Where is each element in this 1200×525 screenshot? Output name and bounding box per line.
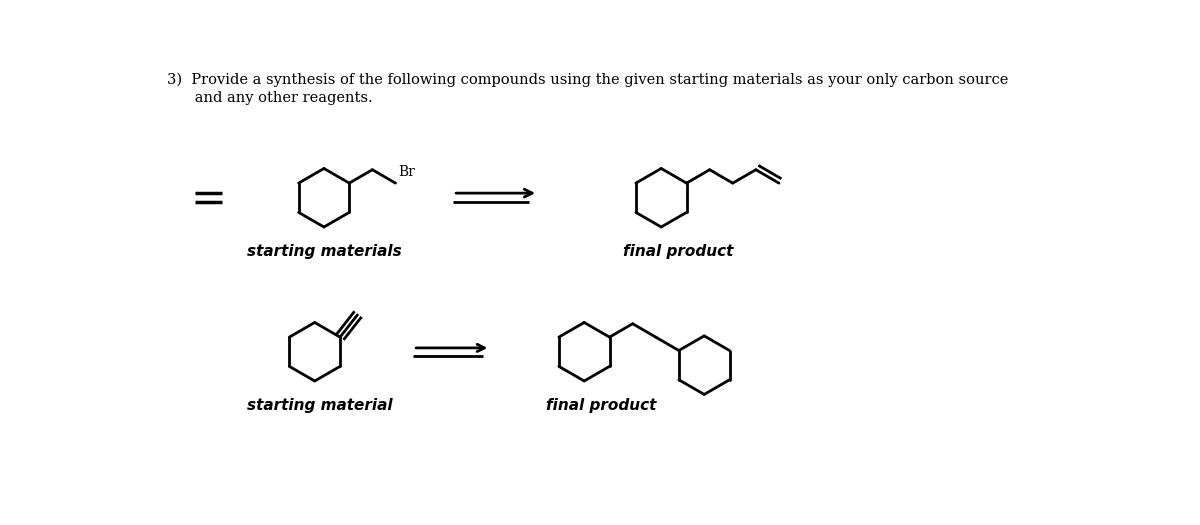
Text: final product: final product: [546, 398, 656, 413]
Text: starting materials: starting materials: [247, 244, 402, 259]
Text: starting material: starting material: [247, 398, 392, 413]
Text: Br: Br: [398, 164, 415, 178]
Text: final product: final product: [623, 244, 733, 259]
Text: and any other reagents.: and any other reagents.: [167, 91, 372, 106]
Text: 3)  Provide a synthesis of the following compounds using the given starting mate: 3) Provide a synthesis of the following …: [167, 73, 1008, 87]
